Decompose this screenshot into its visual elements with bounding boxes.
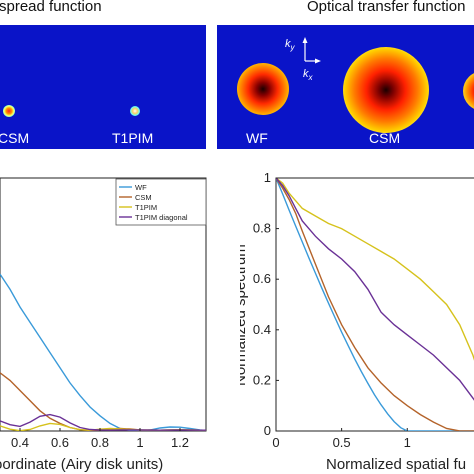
axis-ky-sub: y — [290, 43, 296, 52]
otf-label-wf: WF — [246, 130, 268, 146]
otf-axes-icon: ky kx — [285, 37, 321, 81]
legend-label-t1pim: T1PIM — [135, 203, 157, 212]
x-tick-label: 1 — [404, 435, 411, 450]
psf-label-t1pim: T1PIM — [112, 130, 154, 146]
series-line-t1pim-diagonal — [0, 413, 206, 431]
legend-label-t1pim-diagonal: T1PIM diagonal — [135, 213, 188, 222]
y-axis-label: Normalized spectrum — [240, 244, 249, 386]
y-tick-label: 0.8 — [253, 221, 271, 236]
x-axis-label: Normalized spatial fu — [326, 456, 466, 473]
series-line-wf — [276, 178, 474, 431]
otf-disk-csm — [343, 47, 429, 133]
legend-label-csm: CSM — [135, 193, 152, 202]
series-line-wf — [0, 273, 206, 431]
otf-header: Optical transfer function — [307, 0, 466, 15]
y-tick-label: 1 — [264, 170, 271, 185]
series-line-csm — [276, 178, 474, 431]
otf-disk-t1pim-partial — [463, 71, 474, 111]
x-tick-label: 0.4 — [11, 435, 29, 450]
x-tick-label: 0.6 — [51, 435, 69, 450]
plot-frame — [275, 177, 474, 432]
otf-image-panel: ky kx WF CSM — [217, 25, 474, 149]
x-tick-label: 0 — [272, 435, 279, 450]
x-tick-label: 0.8 — [91, 435, 109, 450]
x-tick-label: 1 — [136, 435, 143, 450]
legend-label-wf: WF — [135, 183, 147, 192]
svg-text:kx: kx — [303, 68, 314, 81]
svg-text:ky: ky — [285, 38, 296, 52]
series-line-t1pim-diagonal — [276, 178, 474, 401]
y-tick-label: 0 — [264, 423, 271, 438]
psf-header: spread function — [0, 0, 102, 15]
otf-disk-wf — [237, 63, 289, 115]
axis-kx-sub: x — [308, 73, 314, 81]
x-tick-label: 0.5 — [333, 435, 351, 450]
y-tick-label: 0.6 — [253, 271, 271, 286]
axis-kx-label: k — [303, 68, 309, 80]
psf-label-csm: CSM — [0, 130, 30, 146]
x-axis-label: oordinate (Airy disk units) — [0, 456, 163, 473]
otf-profile-chart: 0 0.5 100.20.40.60.81 Normalized spectrum … — [240, 170, 474, 473]
psf-image-panel: CSM T1PIM — [0, 25, 206, 149]
otf-label-csm: CSM — [369, 130, 401, 146]
x-tick-label: 1.2 — [171, 435, 189, 450]
psf-spot-csm — [3, 105, 15, 117]
axis-ky-label: k — [285, 38, 291, 50]
psf-spot-t1pim — [130, 106, 140, 116]
y-tick-label: 0.4 — [253, 322, 271, 337]
series-line-t1pim — [276, 178, 474, 361]
y-tick-label: 0.2 — [253, 372, 271, 387]
